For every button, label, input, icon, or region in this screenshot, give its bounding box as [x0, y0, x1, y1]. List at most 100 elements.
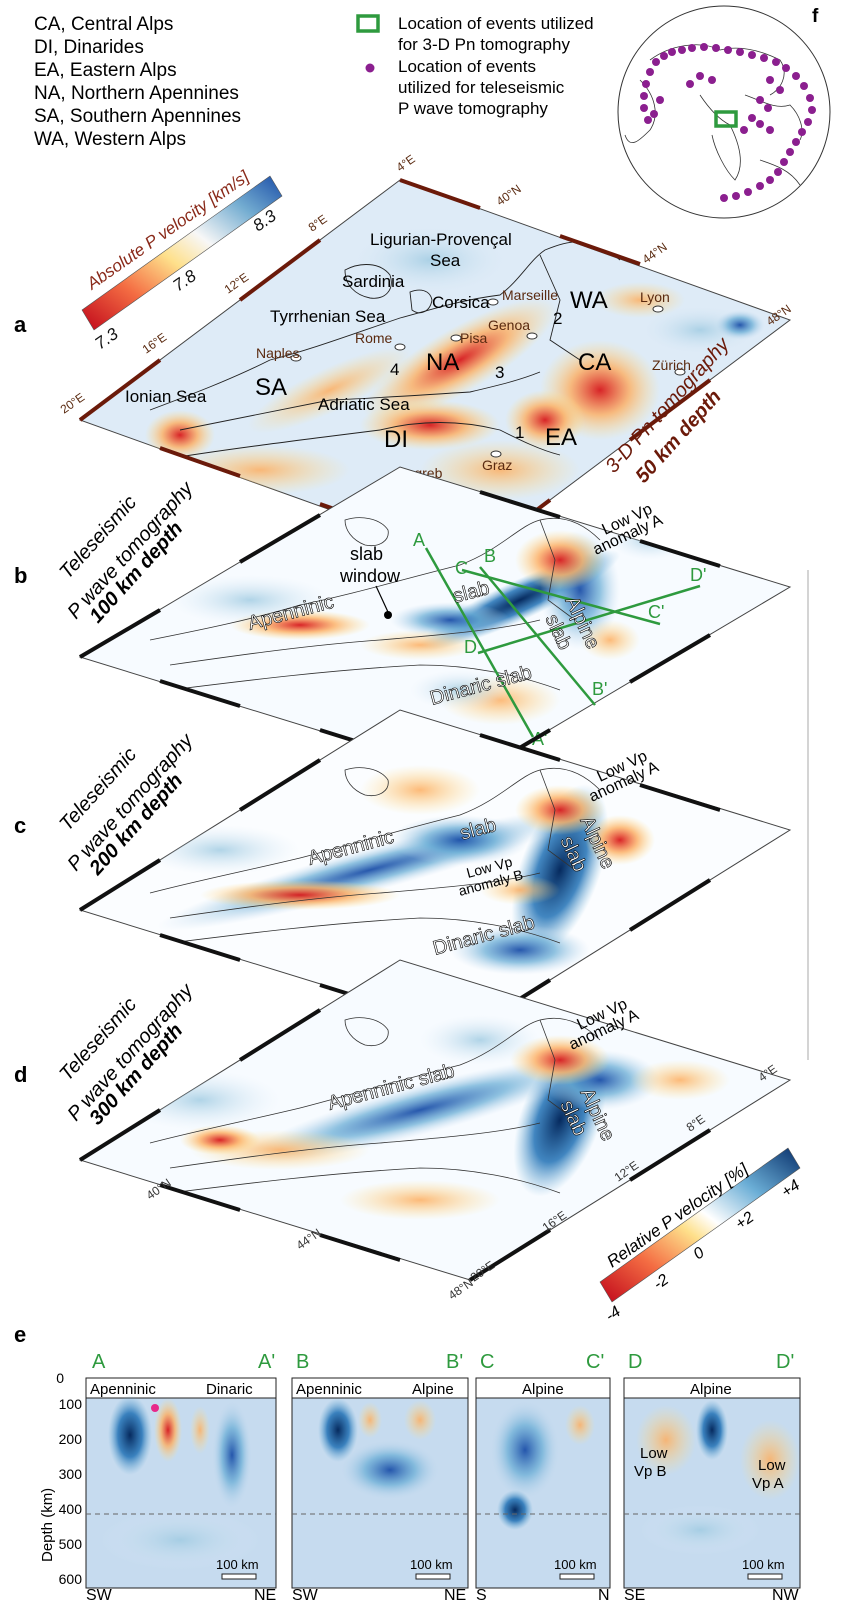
- y-tick-100: 100: [59, 1396, 83, 1412]
- map-d-coastlines: [149, 1017, 601, 1194]
- section-a: A A' Apenninic Dinaric 100 km SW NE: [85, 1351, 277, 1603]
- label-genoa: Genoa: [488, 317, 530, 333]
- label-rome: Rome: [355, 330, 393, 346]
- map-b-anomalies: [170, 520, 690, 725]
- panel-a: a Ligur: [14, 152, 794, 562]
- panel-letter-c: c: [14, 813, 26, 838]
- profile-label-d: D: [464, 637, 477, 657]
- section-d-lowvpB-2: Vp B: [634, 1463, 667, 1480]
- section-d-lowvpA-1: Low: [758, 1457, 786, 1474]
- legend-tele-line2: utilized for teleseismic: [398, 78, 565, 97]
- label-marseille: Marseille: [502, 287, 558, 303]
- legend-tele-line1: Location of events: [398, 57, 536, 76]
- colorbar-relative-bar: [599, 1147, 801, 1303]
- label-sa: SA: [255, 374, 287, 401]
- panel-f-globe: f: [617, 5, 831, 219]
- profile-labels: A B C D D' C' B' A': [413, 530, 706, 749]
- profile-line-a: [424, 547, 535, 738]
- section-b-slab-1: Apenninic: [296, 1381, 362, 1398]
- colorbar-relative-tick-1: -4: [603, 1303, 624, 1325]
- panel-letter-d: d: [14, 1062, 27, 1087]
- slab-window-dot: [384, 611, 392, 619]
- section-a-dir-right: NE: [254, 1587, 276, 1603]
- label-tyrrhenian: Tyrrhenian Sea: [270, 307, 386, 326]
- map-d-frame-ticks: [78, 1008, 712, 1282]
- legend-pn-line2: for 3-D Pn tomography: [398, 35, 570, 54]
- profile-label-bp: B': [592, 679, 607, 699]
- label-di: DI: [384, 426, 408, 453]
- profile-label-c: C: [455, 558, 468, 578]
- section-d-start: D: [628, 1351, 642, 1373]
- profile-label-a: A: [413, 530, 425, 550]
- map-c-coastlines: [149, 767, 601, 944]
- section-d-dir-left: SE: [624, 1587, 645, 1603]
- legend-abbrev-di: DI, Dinarides: [34, 37, 144, 58]
- label-ea: EA: [545, 424, 577, 451]
- profile-lines: [424, 547, 701, 738]
- tick-a-40n: 40°N: [494, 182, 524, 209]
- section-c-end: C': [586, 1351, 604, 1373]
- colorbar-relative-tick-2: -2: [651, 1271, 672, 1293]
- profile-label-b: B: [484, 546, 496, 566]
- section-b-start: B: [296, 1351, 309, 1373]
- section-b-scalebar: [415, 1573, 451, 1580]
- section-d-dir-right: NW: [772, 1587, 800, 1603]
- y-tick-300: 300: [59, 1466, 83, 1482]
- section-c-scalebar-label: 100 km: [554, 1557, 597, 1572]
- label-num-2: 2: [553, 309, 562, 328]
- section-y-ticks: 0 100 200 300 400 500 600: [56, 1370, 82, 1587]
- section-d-lowvpA-2: Vp A: [752, 1475, 784, 1492]
- label-ligurian-1: Ligurian-Provençal: [370, 230, 512, 249]
- profile-line-d: [477, 584, 701, 655]
- tick-a-44n: 44°N: [640, 240, 670, 267]
- section-a-scalebar: [221, 1573, 257, 1580]
- label-num-3: 3: [495, 363, 504, 382]
- label-lyon: Lyon: [640, 289, 670, 305]
- section-b-dir-left: SW: [292, 1587, 319, 1603]
- legend-abbrev-wa: WA, Western Alps: [34, 129, 186, 150]
- tick-a-4e: 4°E: [394, 152, 418, 175]
- section-b-dir-right: NE: [444, 1587, 466, 1603]
- section-y-axis-label: Depth (km): [39, 1488, 56, 1562]
- y-tick-400: 400: [59, 1501, 83, 1517]
- label-naples: Naples: [256, 345, 300, 361]
- legend-abbrev-na: NA, Northern Apennines: [34, 83, 239, 104]
- label-zurich: Zürich: [652, 357, 691, 373]
- section-b-end: B': [446, 1351, 463, 1373]
- legend-pn-line1: Location of events utilized: [398, 14, 594, 33]
- label-adriatic: Adriatic Sea: [318, 395, 410, 414]
- section-a-start: A: [92, 1351, 106, 1373]
- label-na: NA: [426, 349, 459, 376]
- label-d-alpine-2: slab: [555, 1097, 590, 1140]
- legend-abbrev-ca: CA, Central Alps: [34, 14, 173, 35]
- section-d-slab-1: Alpine: [690, 1381, 732, 1398]
- label-wa: WA: [570, 287, 608, 314]
- section-a-slab-1: Apenninic: [90, 1381, 156, 1398]
- panel-letter-f: f: [812, 6, 819, 27]
- label-graz: Graz: [482, 457, 512, 473]
- section-d: D D' Alpine Low Vp B Low Vp A 100 km SE …: [623, 1351, 801, 1603]
- label-corsica: Corsica: [432, 293, 490, 312]
- panel-b: b Teleseismic P wave tomography 100 km d…: [14, 466, 809, 1060]
- panel-letter-b: b: [14, 563, 27, 588]
- profile-label-dp: D': [690, 565, 706, 585]
- section-a-dir-left: SW: [86, 1587, 113, 1603]
- section-a-end: A': [258, 1351, 275, 1373]
- tick-a-16e: 16°E: [140, 330, 169, 356]
- green-square-icon: [356, 14, 380, 33]
- section-d-end: D': [776, 1351, 794, 1373]
- label-num-4: 4: [390, 360, 399, 379]
- legend-abbrev-ea: EA, Eastern Alps: [34, 60, 177, 81]
- map-b-coastlines: [149, 517, 601, 691]
- y-tick-0: 0: [56, 1370, 64, 1386]
- study-area-box: [714, 110, 738, 128]
- profile-label-cp: C': [648, 602, 664, 622]
- section-b-slab-2: Alpine: [412, 1381, 454, 1398]
- section-c-dir-right: N: [598, 1587, 610, 1603]
- colorbar-relative-tick-3: 0: [691, 1244, 708, 1263]
- y-tick-500: 500: [59, 1536, 83, 1552]
- panel-e: e Depth (km) 0 100 200 300 400 500 600 A…: [14, 1322, 801, 1603]
- tick-a-8e: 8°E: [306, 212, 330, 235]
- section-c-start: C: [480, 1351, 494, 1373]
